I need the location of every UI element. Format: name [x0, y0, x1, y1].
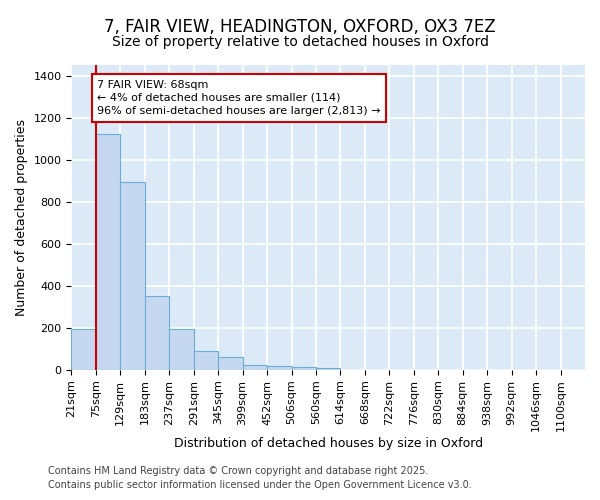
Bar: [169, 329, 194, 370]
Text: 7 FAIR VIEW: 68sqm
← 4% of detached houses are smaller (114)
96% of semi-detache: 7 FAIR VIEW: 68sqm ← 4% of detached hous…: [97, 80, 380, 116]
Bar: [316, 368, 340, 370]
Text: Contains HM Land Registry data © Crown copyright and database right 2025.
Contai: Contains HM Land Registry data © Crown c…: [48, 466, 472, 490]
Bar: [121, 182, 145, 370]
Bar: [267, 366, 292, 370]
Bar: [292, 367, 316, 370]
Text: Size of property relative to detached houses in Oxford: Size of property relative to detached ho…: [112, 35, 488, 49]
X-axis label: Distribution of detached houses by size in Oxford: Distribution of detached houses by size …: [173, 437, 483, 450]
Bar: [145, 296, 169, 370]
Bar: [242, 365, 267, 370]
Bar: [71, 329, 96, 370]
Bar: [194, 351, 218, 370]
Text: 7, FAIR VIEW, HEADINGTON, OXFORD, OX3 7EZ: 7, FAIR VIEW, HEADINGTON, OXFORD, OX3 7E…: [104, 18, 496, 36]
Bar: [218, 357, 242, 370]
Y-axis label: Number of detached properties: Number of detached properties: [15, 119, 28, 316]
Bar: [96, 134, 121, 370]
